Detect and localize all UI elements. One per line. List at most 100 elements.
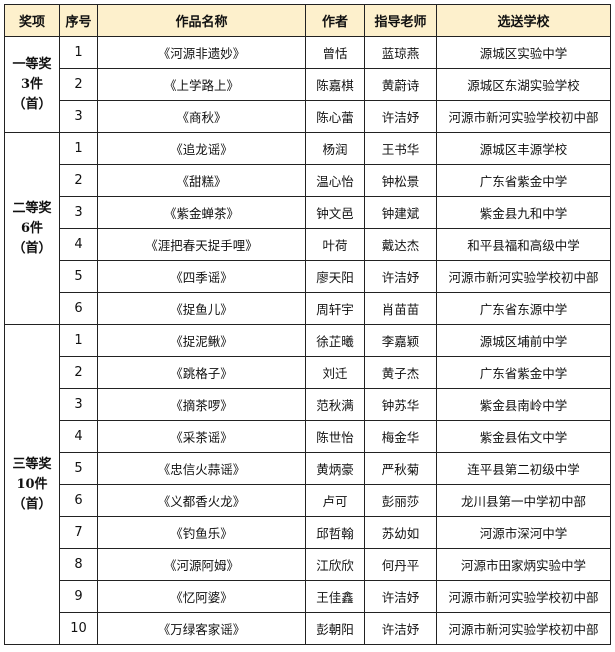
table-row: 5 《四季谣》 廖天阳 许洁妤 河源市新河实验学校初中部 bbox=[5, 260, 611, 293]
number-cell: 9 bbox=[59, 580, 98, 613]
table-row: 5 《忠信火蒜谣》 黄炳豪 严秋菊 连平县第二初级中学 bbox=[5, 452, 611, 485]
school-cell: 紫金县佑文中学 bbox=[436, 420, 611, 453]
number-cell: 2 bbox=[59, 356, 98, 389]
title-cell: 《摘茶啰》 bbox=[97, 388, 306, 421]
number-cell: 1 bbox=[59, 36, 98, 69]
author-cell: 卢可 bbox=[305, 484, 365, 517]
school-cell: 河源市新河实验学校初中部 bbox=[436, 580, 611, 613]
author-cell: 曾恬 bbox=[305, 36, 365, 69]
school-cell: 河源市深河中学 bbox=[436, 516, 611, 549]
table-row: 4 《涯把春天捉手哩》 叶荷 戴达杰 和平县福和高级中学 bbox=[5, 228, 611, 261]
teacher-cell: 严秋菊 bbox=[364, 452, 437, 485]
school-cell: 和平县福和高级中学 bbox=[436, 228, 611, 261]
author-cell: 叶荷 bbox=[305, 228, 365, 261]
author-cell: 徐芷曦 bbox=[305, 324, 365, 357]
teacher-cell: 蓝琼燕 bbox=[364, 36, 437, 69]
author-cell: 陈世怡 bbox=[305, 420, 365, 453]
header-teacher: 指导老师 bbox=[364, 4, 437, 37]
title-cell: 《捉鱼儿》 bbox=[97, 292, 306, 325]
author-cell: 钟文邑 bbox=[305, 196, 365, 229]
number-cell: 4 bbox=[59, 420, 98, 453]
author-cell: 王佳鑫 bbox=[305, 580, 365, 613]
school-cell: 河源市田家炳实验中学 bbox=[436, 548, 611, 581]
teacher-cell: 许洁妤 bbox=[364, 612, 437, 645]
teacher-cell: 钟苏华 bbox=[364, 388, 437, 421]
table-row: 三等奖 10件 （首） 1 《捉泥鳅》 徐芷曦 李嘉颖 源城区埔前中学 bbox=[4, 324, 611, 645]
table-row: 7 《钓鱼乐》 邱哲翰 苏幼如 河源市深河中学 bbox=[5, 516, 611, 549]
award-level-text: 3件 bbox=[20, 76, 44, 92]
number-cell: 5 bbox=[59, 452, 98, 485]
teacher-cell: 肖苗苗 bbox=[364, 292, 437, 325]
table-row: 4 《采茶谣》 陈世怡 梅金华 紫金县佑文中学 bbox=[5, 420, 611, 453]
school-cell: 广东省紫金中学 bbox=[436, 356, 611, 389]
table-row: 3 《商秋》 陈心蕾 许洁妤 河源市新河实验学校初中部 bbox=[5, 100, 611, 133]
title-cell: 《涯把春天捉手哩》 bbox=[97, 228, 306, 261]
number-cell: 3 bbox=[59, 100, 98, 133]
number-cell: 10 bbox=[59, 612, 98, 645]
table-row: 3 《紫金蝉茶》 钟文邑 钟建斌 紫金县九和中学 bbox=[5, 196, 611, 229]
header-school: 选送学校 bbox=[436, 4, 611, 37]
author-cell: 刘迁 bbox=[305, 356, 365, 389]
teacher-cell: 许洁妤 bbox=[364, 580, 437, 613]
school-cell: 广东省东源中学 bbox=[436, 292, 611, 325]
school-cell: 龙川县第一中学初中部 bbox=[436, 484, 611, 517]
title-cell: 《甜糕》 bbox=[97, 164, 306, 197]
school-cell: 源城区埔前中学 bbox=[436, 324, 611, 357]
award-level-text: 6件 bbox=[20, 220, 44, 236]
school-cell: 源城区实验中学 bbox=[436, 36, 611, 69]
number-cell: 5 bbox=[59, 260, 98, 293]
school-cell: 紫金县九和中学 bbox=[436, 196, 611, 229]
award-level-cell: 一等奖 3件 （首） bbox=[4, 36, 60, 133]
teacher-cell: 何丹平 bbox=[364, 548, 437, 581]
teacher-cell: 李嘉颖 bbox=[364, 324, 437, 357]
table-row: 一等奖 3件 （首） 1 《河源非遗妙》 曾恬 蓝琼燕 源城区实验中学 bbox=[4, 36, 611, 133]
author-cell: 周轩宇 bbox=[305, 292, 365, 325]
header-number: 序号 bbox=[59, 4, 98, 37]
author-cell: 邱哲翰 bbox=[305, 516, 365, 549]
teacher-cell: 彭丽莎 bbox=[364, 484, 437, 517]
author-cell: 彭朝阳 bbox=[305, 612, 365, 645]
award-level-text: 10件 bbox=[16, 476, 48, 492]
school-cell: 河源市新河实验学校初中部 bbox=[436, 260, 611, 293]
award-level-text: （首） bbox=[12, 496, 52, 512]
number-cell: 1 bbox=[59, 132, 98, 165]
title-cell: 《追龙谣》 bbox=[97, 132, 306, 165]
title-cell: 《忠信火蒜谣》 bbox=[97, 452, 306, 485]
award-level-text: （首） bbox=[12, 240, 52, 256]
award-level-text: （首） bbox=[12, 96, 52, 112]
table-row: 2 《跳格子》 刘迁 黄子杰 广东省紫金中学 bbox=[5, 356, 611, 389]
title-cell: 《四季谣》 bbox=[97, 260, 306, 293]
author-cell: 温心怡 bbox=[305, 164, 365, 197]
header-title: 作品名称 bbox=[97, 4, 306, 37]
title-cell: 《河源非遗妙》 bbox=[97, 36, 306, 69]
school-cell: 紫金县南岭中学 bbox=[436, 388, 611, 421]
table-row: 2 《甜糕》 温心怡 钟松景 广东省紫金中学 bbox=[5, 164, 611, 197]
teacher-cell: 苏幼如 bbox=[364, 516, 437, 549]
author-cell: 江欣欣 bbox=[305, 548, 365, 581]
teacher-cell: 黄子杰 bbox=[364, 356, 437, 389]
school-cell: 连平县第二初级中学 bbox=[436, 452, 611, 485]
school-cell: 源城区东湖实验学校 bbox=[436, 68, 611, 101]
teacher-cell: 钟建斌 bbox=[364, 196, 437, 229]
number-cell: 4 bbox=[59, 228, 98, 261]
number-cell: 3 bbox=[59, 196, 98, 229]
header-award: 奖项 bbox=[4, 4, 60, 37]
award-level-text: 一等奖 bbox=[12, 56, 52, 72]
title-cell: 《捉泥鳅》 bbox=[97, 324, 306, 357]
title-cell: 《采茶谣》 bbox=[97, 420, 306, 453]
title-cell: 《忆阿婆》 bbox=[97, 580, 306, 613]
teacher-cell: 梅金华 bbox=[364, 420, 437, 453]
teacher-cell: 王书华 bbox=[364, 132, 437, 165]
author-cell: 黄炳豪 bbox=[305, 452, 365, 485]
table-row: 2 《上学路上》 陈嘉棋 黄蔚诗 源城区东湖实验学校 bbox=[5, 68, 611, 101]
title-cell: 《万绿客家谣》 bbox=[97, 612, 306, 645]
teacher-cell: 戴达杰 bbox=[364, 228, 437, 261]
school-cell: 广东省紫金中学 bbox=[436, 164, 611, 197]
table-row: 6 《义都香火龙》 卢可 彭丽莎 龙川县第一中学初中部 bbox=[5, 484, 611, 517]
title-cell: 《义都香火龙》 bbox=[97, 484, 306, 517]
award-level-cell: 二等奖 6件 （首） bbox=[4, 132, 60, 325]
header-row: 奖项 序号 作品名称 作者 指导老师 选送学校 bbox=[4, 4, 611, 37]
award-level-cell: 三等奖 10件 （首） bbox=[4, 324, 60, 645]
author-cell: 范秋满 bbox=[305, 388, 365, 421]
header-author: 作者 bbox=[305, 4, 365, 37]
